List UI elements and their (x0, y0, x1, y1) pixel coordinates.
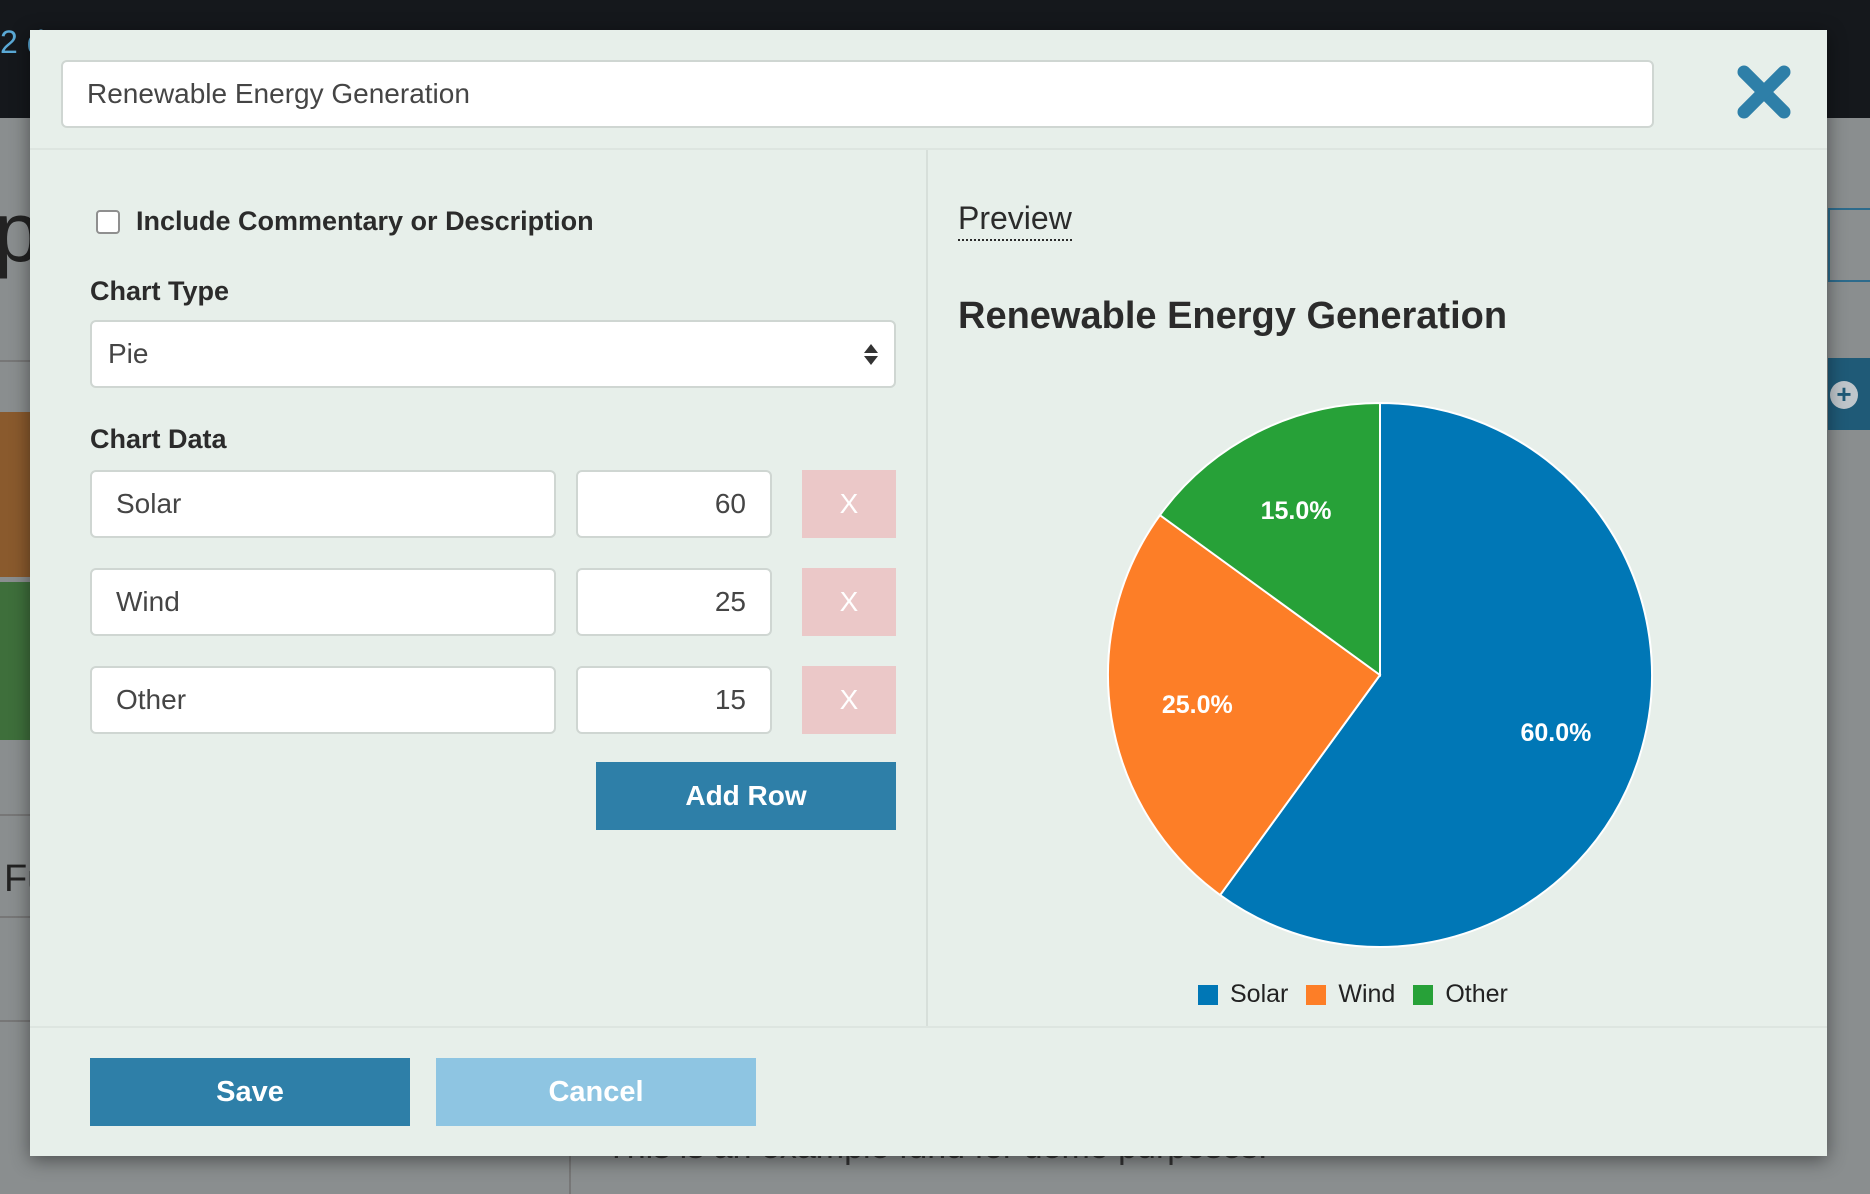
chart-type-label: Chart Type (90, 276, 230, 306)
legend-label: Solar (1230, 980, 1289, 1008)
legend-label: Wind (1338, 980, 1396, 1008)
add-row-button[interactable]: Add Row (596, 762, 896, 830)
chart-type-value: Pie (108, 338, 149, 369)
close-x-icon (1737, 65, 1791, 119)
pie-slice-wind[interactable] (1107, 513, 1382, 897)
background-orange-strip (0, 412, 30, 577)
select-arrows-icon (864, 343, 878, 365)
chart-editor-modal: Include Commentary or Description Chart … (30, 30, 1827, 1156)
row-label-input[interactable] (90, 666, 556, 734)
legend-item[interactable]: Solar (1198, 980, 1288, 1009)
header-divider (30, 148, 1827, 150)
preview-tab[interactable]: Preview (958, 200, 1072, 241)
footer-divider (30, 1026, 1827, 1028)
chart-data-label: Chart Data (90, 424, 227, 454)
plus-circle-icon: + (1830, 381, 1858, 409)
background-divider (0, 360, 30, 362)
legend-swatch (1198, 984, 1218, 1005)
remove-row-button[interactable]: X (802, 666, 896, 734)
cancel-button[interactable]: Cancel (436, 1058, 756, 1126)
pie-slice-other[interactable] (1158, 401, 1381, 677)
chart-title: Renewable Energy Generation (958, 295, 1508, 337)
column-divider (926, 150, 928, 1026)
legend-item[interactable]: Other (1413, 980, 1508, 1009)
legend-label: Other (1445, 980, 1508, 1008)
background-right-box (1828, 208, 1870, 282)
background-divider (0, 1020, 30, 1022)
background-vertical-divider (569, 1150, 571, 1194)
remove-row-button[interactable]: X (802, 470, 896, 538)
chart-legend: Solar Wind Other (1198, 980, 1526, 1009)
close-button[interactable] (1732, 60, 1796, 124)
remove-row-button[interactable]: X (802, 568, 896, 636)
legend-swatch (1413, 984, 1434, 1005)
include-commentary-option[interactable]: Include Commentary or Description (96, 206, 594, 237)
chart-type-select[interactable]: Pie (90, 320, 896, 388)
row-label-input[interactable] (90, 470, 556, 538)
include-commentary-label: Include Commentary or Description (136, 206, 594, 236)
legend-item[interactable]: Wind (1306, 980, 1395, 1009)
pie-chart: 60.0% 25.0% 15.0% (1107, 401, 1653, 948)
pie-data-label: 25.0% (1162, 691, 1233, 719)
pie-data-label: 15.0% (1261, 497, 1332, 525)
data-row: X (90, 470, 896, 538)
row-label-input[interactable] (90, 568, 556, 636)
row-value-input[interactable] (576, 666, 772, 734)
save-button[interactable]: Save (90, 1058, 410, 1126)
legend-swatch (1306, 984, 1327, 1005)
row-value-input[interactable] (576, 568, 772, 636)
data-row: X (90, 568, 896, 636)
background-green-strip (0, 582, 30, 740)
pie-data-label: 60.0% (1520, 719, 1591, 747)
pie-slice-solar[interactable] (1218, 401, 1653, 948)
data-row: X (90, 666, 896, 734)
background-divider (0, 916, 30, 918)
chart-title-input[interactable] (61, 60, 1654, 128)
row-value-input[interactable] (576, 470, 772, 538)
include-commentary-checkbox[interactable] (96, 209, 120, 234)
background-divider (0, 814, 30, 816)
